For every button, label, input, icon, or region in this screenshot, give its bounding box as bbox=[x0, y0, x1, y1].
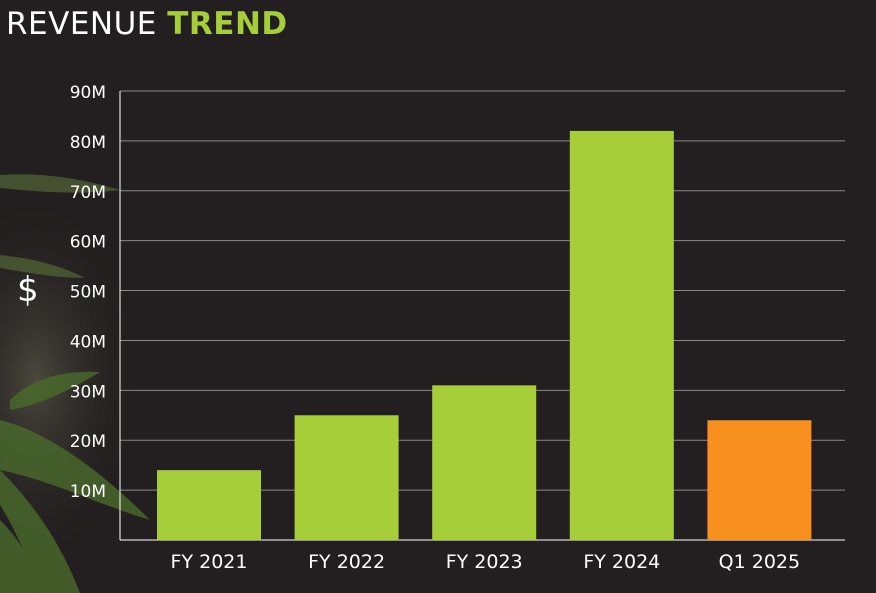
chart-title: REVENUE TREND bbox=[6, 6, 288, 42]
y-tick-label: 50M bbox=[70, 283, 106, 303]
y-tick-label: 40M bbox=[70, 332, 106, 352]
y-tick-label: 80M bbox=[70, 133, 106, 153]
y-axis-unit-label: $ bbox=[17, 270, 39, 310]
y-tick-label: 20M bbox=[70, 432, 106, 452]
bar bbox=[569, 130, 674, 540]
y-tick-label: 70M bbox=[70, 183, 106, 203]
bar bbox=[294, 415, 399, 540]
bar bbox=[157, 470, 261, 540]
bar bbox=[432, 385, 537, 540]
x-tick-label: Q1 2025 bbox=[719, 551, 800, 573]
y-tick-label: 90M bbox=[70, 83, 106, 103]
title-main: REVENUE bbox=[6, 6, 157, 42]
y-tick-label: 60M bbox=[70, 233, 106, 253]
y-tick-label: 10M bbox=[70, 482, 106, 502]
x-tick-label: FY 2024 bbox=[583, 551, 660, 573]
bar bbox=[707, 420, 812, 540]
x-tick-label: FY 2021 bbox=[171, 551, 248, 573]
title-accent: TREND bbox=[167, 6, 288, 42]
x-tick-label: FY 2022 bbox=[308, 551, 385, 573]
x-tick-label: FY 2023 bbox=[446, 551, 523, 573]
y-tick-label: 30M bbox=[70, 382, 106, 402]
